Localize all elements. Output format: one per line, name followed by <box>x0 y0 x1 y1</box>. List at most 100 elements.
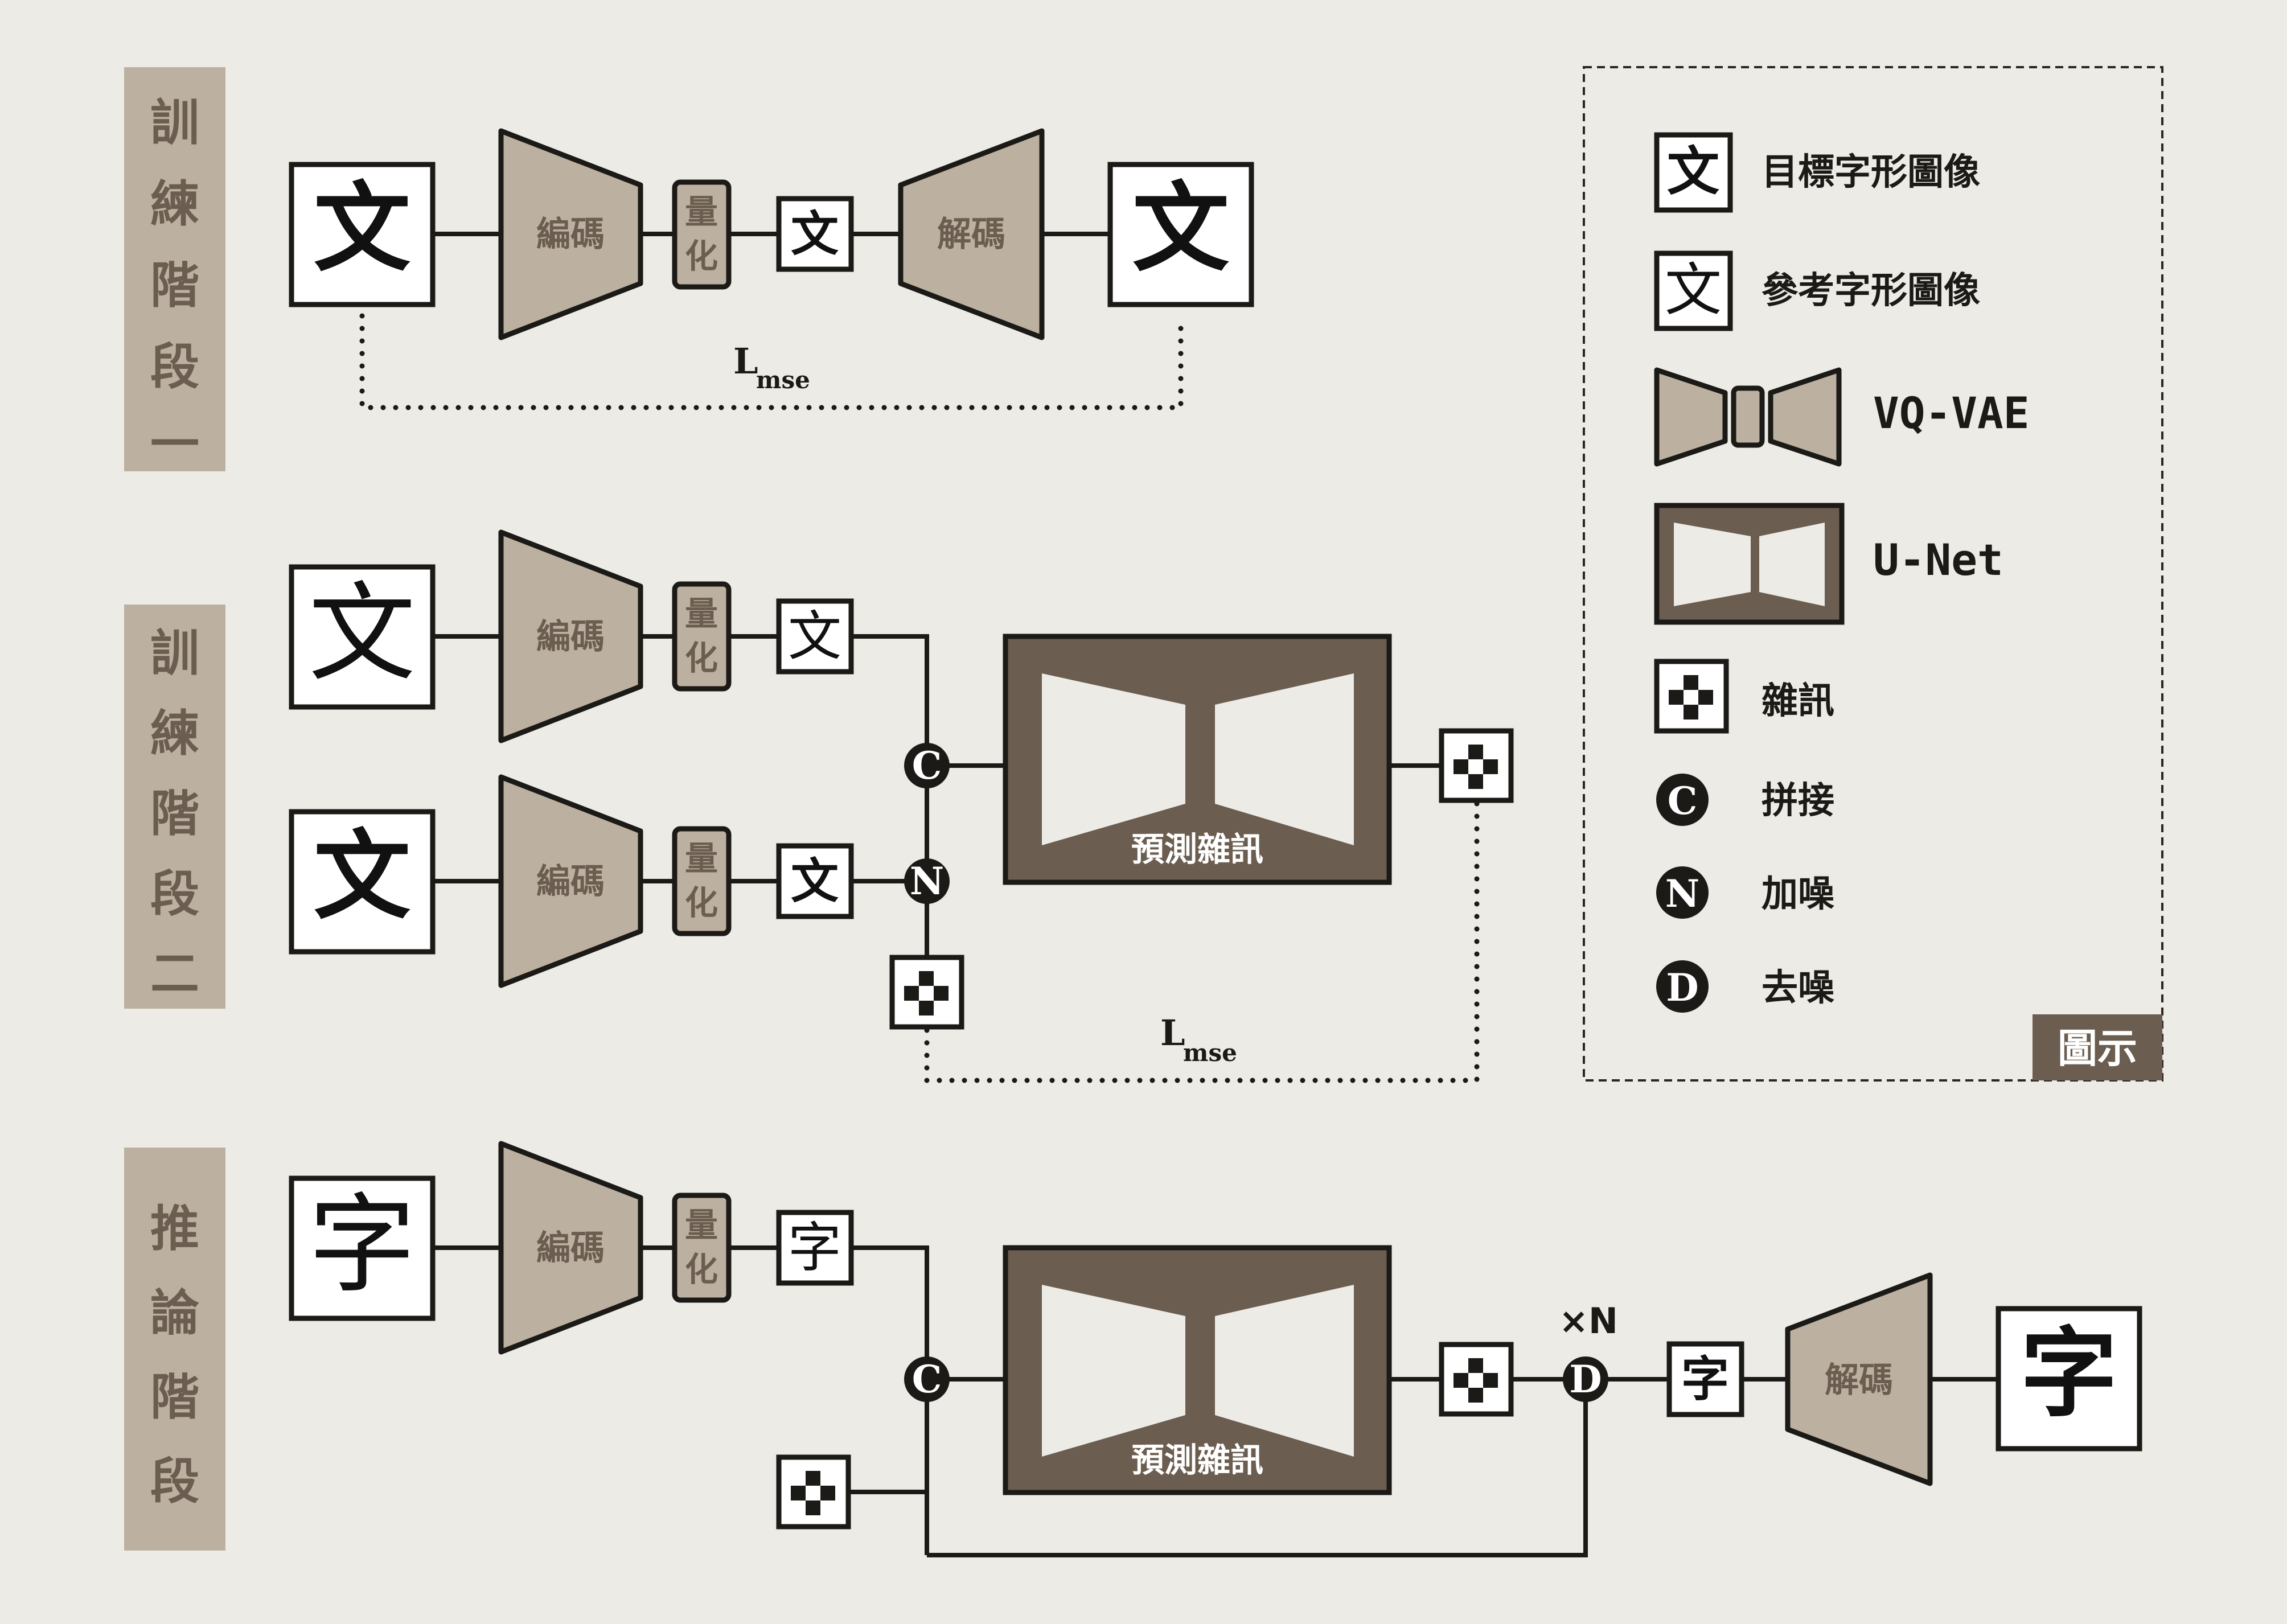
stage2-reference-latent: 文 <box>776 598 854 675</box>
stage2-noise-output <box>1442 731 1511 800</box>
legend-target-glyph: 文 目標字形圖像 <box>1654 132 1980 213</box>
stage2-add-noise-node: N <box>904 858 950 904</box>
inference-unet: 預測雜訊 <box>1003 1245 1392 1495</box>
encoder-label: 編碼 <box>536 215 605 254</box>
quantize-char-1: 量 <box>685 594 718 633</box>
reference-glyph: 文 <box>309 572 416 696</box>
stage2-char-4: 段 <box>150 866 199 923</box>
quantize-char-2: 化 <box>685 883 718 922</box>
svg-text:C: C <box>912 1357 942 1401</box>
quantize-char-1: 量 <box>685 1206 718 1244</box>
stage2-char-2: 練 <box>150 705 199 762</box>
svg-text:mse: mse <box>756 366 810 394</box>
stage2-loss: L mse <box>1160 1012 1237 1067</box>
stage2-reference-encoder: 編碼 <box>498 529 643 743</box>
stage1-char-3: 階 <box>150 257 199 314</box>
quantize-char-1: 量 <box>685 839 718 878</box>
stage1-loss-link <box>359 313 1184 410</box>
stage1-label: 訓 練 階 段 一 <box>124 67 225 473</box>
stage1-char-4: 段 <box>150 339 199 396</box>
svg-text:拼接: 拼接 <box>1762 780 1834 822</box>
svg-text:VQ-VAE: VQ-VAE <box>1873 388 2030 438</box>
legend-denoise: D 去噪 <box>1656 960 1834 1013</box>
svg-text:雜訊: 雜訊 <box>1762 680 1834 722</box>
svg-text:解碼: 解碼 <box>1825 1360 1893 1400</box>
stage1-pipeline: 文 編碼 量 化 文 解碼 文 L mse <box>289 128 1254 410</box>
inference-predicted-noise <box>1442 1345 1511 1414</box>
quantize-char-2: 化 <box>685 1250 718 1289</box>
quantize-char-2: 化 <box>685 639 718 677</box>
svg-text:字: 字 <box>788 1217 841 1279</box>
stage1-target-input: 文 <box>289 162 436 307</box>
quantize-char-2: 化 <box>685 237 718 276</box>
svg-text:N: N <box>1665 871 1699 916</box>
legend-vqvae: VQ-VAE <box>1654 367 2030 467</box>
svg-text:預測雜訊: 預測雜訊 <box>1131 1441 1263 1479</box>
legend-reference-glyph: 文 參考字形圖像 <box>1654 250 1980 331</box>
svg-text:編碼: 編碼 <box>536 617 605 657</box>
svg-text:編碼: 編碼 <box>536 862 605 902</box>
legend-noise: 雜訊 <box>1657 661 1834 731</box>
output-glyph: 文 <box>1132 172 1229 285</box>
stage2-loss-link <box>924 800 1480 1083</box>
stage2-target-input: 文 <box>289 809 436 955</box>
stage2-unet: 預測雜訊 <box>1003 634 1392 885</box>
inference-output: 字 <box>1996 1306 2142 1452</box>
stage2-char-3: 階 <box>150 786 199 842</box>
stage2-target-latent: 文 <box>776 843 854 919</box>
svg-text:文: 文 <box>314 820 410 933</box>
stage1-decoder: 解碼 <box>898 128 1045 340</box>
legend-title: 圖示 <box>2058 1025 2137 1072</box>
stage2-target-encoder: 編碼 <box>498 774 643 988</box>
inference-output-latent: 字 <box>1666 1341 1744 1417</box>
svg-text:L: L <box>1160 1012 1185 1054</box>
stage1-char-5: 一 <box>150 416 199 473</box>
svg-text:去噪: 去噪 <box>1762 967 1834 1009</box>
svg-text:字: 字 <box>2021 1318 2117 1430</box>
stage1-latent: 文 <box>776 196 854 272</box>
quantize-char-1: 量 <box>685 192 718 231</box>
inference-reference-input: 字 <box>289 1175 436 1321</box>
inference-denoise-node: D <box>1563 1356 1608 1402</box>
inference-char-3: 階 <box>150 1369 199 1426</box>
svg-text:字: 字 <box>309 1183 416 1308</box>
svg-text:目標字形圖像: 目標字形圖像 <box>1762 151 1980 194</box>
svg-text:文: 文 <box>788 606 841 668</box>
svg-text:C: C <box>912 743 942 788</box>
svg-text:文: 文 <box>1667 141 1719 202</box>
stage1-target-output: 文 <box>1107 162 1254 307</box>
svg-text:N: N <box>910 859 944 903</box>
target-glyph: 文 <box>314 172 410 285</box>
svg-text:文: 文 <box>1665 257 1722 323</box>
stage2-pipeline: 文 編碼 量 化 文 文 編碼 量 化 文 <box>289 529 1511 1083</box>
stage1-encoder: 編碼 <box>498 128 643 340</box>
svg-text:D: D <box>1666 965 1698 1010</box>
inference-char-4: 段 <box>150 1453 199 1510</box>
inference-noise-input <box>779 1457 848 1527</box>
inference-quantize: 量 化 <box>672 1193 732 1303</box>
legend-add-noise: N 加噪 <box>1656 866 1834 919</box>
inference-pipeline: 字 編碼 量 化 字 C 預測雜訊 <box>289 1141 2142 1557</box>
inference-decoder: 解碼 <box>1785 1272 1933 1486</box>
stage1-char-2: 練 <box>150 176 199 233</box>
stage2-char-5: 二 <box>150 945 199 1002</box>
svg-text:mse: mse <box>1183 1039 1237 1067</box>
svg-text:C: C <box>1668 779 1698 823</box>
svg-text:加噪: 加噪 <box>1762 873 1834 915</box>
stage2-concat-node: C <box>904 743 950 788</box>
stage1-char-1: 訓 <box>150 94 199 151</box>
legend: 圖示 文 目標字形圖像 文 參考字形圖像 VQ-VAE U-Net 雜訊 <box>1583 66 2163 1082</box>
stage2-noise-input <box>892 957 962 1027</box>
stage2-reference-input: 文 <box>289 564 436 710</box>
decoder-label: 解碼 <box>937 215 1005 254</box>
svg-text:參考字形圖像: 參考字形圖像 <box>1762 270 1980 312</box>
legend-unet: U-Net <box>1654 503 2003 625</box>
inference-concat-node: C <box>904 1356 950 1402</box>
stage2-target-quantize: 量 化 <box>672 826 732 936</box>
stage2-char-1: 訓 <box>150 625 199 682</box>
svg-text:L: L <box>733 340 758 382</box>
latent-glyph: 文 <box>791 206 839 262</box>
stage2-label: 訓 練 階 段 二 <box>124 605 225 1009</box>
svg-text:編碼: 編碼 <box>536 1228 605 1268</box>
